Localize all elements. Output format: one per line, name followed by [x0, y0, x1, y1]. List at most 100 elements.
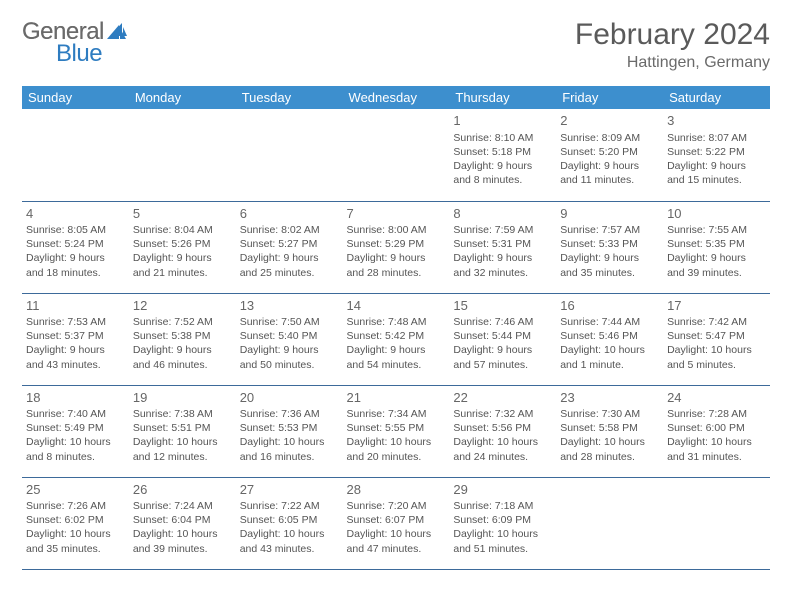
day-cell: 19Sunrise: 7:38 AMSunset: 5:51 PMDayligh… — [129, 385, 236, 477]
day-cell: 17Sunrise: 7:42 AMSunset: 5:47 PMDayligh… — [663, 293, 770, 385]
day-details: Sunrise: 7:44 AMSunset: 5:46 PMDaylight:… — [560, 315, 659, 372]
day-number: 15 — [453, 297, 552, 315]
day-of-week-row: Sunday Monday Tuesday Wednesday Thursday… — [22, 86, 770, 109]
day-number: 14 — [347, 297, 446, 315]
day-number: 26 — [133, 481, 232, 499]
day-cell: 29Sunrise: 7:18 AMSunset: 6:09 PMDayligh… — [449, 477, 556, 569]
dow-tuesday: Tuesday — [236, 86, 343, 109]
empty-day-cell — [129, 109, 236, 201]
day-details: Sunrise: 7:46 AMSunset: 5:44 PMDaylight:… — [453, 315, 552, 372]
day-cell: 7Sunrise: 8:00 AMSunset: 5:29 PMDaylight… — [343, 201, 450, 293]
day-number: 3 — [667, 112, 766, 130]
day-number: 1 — [453, 112, 552, 130]
day-details: Sunrise: 8:07 AMSunset: 5:22 PMDaylight:… — [667, 131, 766, 188]
day-cell: 2Sunrise: 8:09 AMSunset: 5:20 PMDaylight… — [556, 109, 663, 201]
empty-day-cell — [556, 477, 663, 569]
day-cell: 23Sunrise: 7:30 AMSunset: 5:58 PMDayligh… — [556, 385, 663, 477]
day-cell: 10Sunrise: 7:55 AMSunset: 5:35 PMDayligh… — [663, 201, 770, 293]
day-number: 18 — [26, 389, 125, 407]
day-number: 13 — [240, 297, 339, 315]
day-cell: 22Sunrise: 7:32 AMSunset: 5:56 PMDayligh… — [449, 385, 556, 477]
day-details: Sunrise: 7:57 AMSunset: 5:33 PMDaylight:… — [560, 223, 659, 280]
day-number: 2 — [560, 112, 659, 130]
day-details: Sunrise: 7:52 AMSunset: 5:38 PMDaylight:… — [133, 315, 232, 372]
empty-day-cell — [663, 477, 770, 569]
day-details: Sunrise: 8:02 AMSunset: 5:27 PMDaylight:… — [240, 223, 339, 280]
day-number: 28 — [347, 481, 446, 499]
day-details: Sunrise: 7:22 AMSunset: 6:05 PMDaylight:… — [240, 499, 339, 556]
day-cell: 20Sunrise: 7:36 AMSunset: 5:53 PMDayligh… — [236, 385, 343, 477]
day-number: 16 — [560, 297, 659, 315]
day-details: Sunrise: 7:24 AMSunset: 6:04 PMDaylight:… — [133, 499, 232, 556]
dow-sunday: Sunday — [22, 86, 129, 109]
day-details: Sunrise: 8:04 AMSunset: 5:26 PMDaylight:… — [133, 223, 232, 280]
day-number: 19 — [133, 389, 232, 407]
day-details: Sunrise: 7:40 AMSunset: 5:49 PMDaylight:… — [26, 407, 125, 464]
calendar-week-row: 25Sunrise: 7:26 AMSunset: 6:02 PMDayligh… — [22, 477, 770, 569]
empty-day-cell — [22, 109, 129, 201]
day-number: 17 — [667, 297, 766, 315]
day-details: Sunrise: 7:30 AMSunset: 5:58 PMDaylight:… — [560, 407, 659, 464]
day-number: 21 — [347, 389, 446, 407]
day-cell: 11Sunrise: 7:53 AMSunset: 5:37 PMDayligh… — [22, 293, 129, 385]
day-cell: 21Sunrise: 7:34 AMSunset: 5:55 PMDayligh… — [343, 385, 450, 477]
day-cell: 27Sunrise: 7:22 AMSunset: 6:05 PMDayligh… — [236, 477, 343, 569]
day-number: 9 — [560, 205, 659, 223]
month-title: February 2024 — [575, 18, 770, 52]
day-number: 24 — [667, 389, 766, 407]
day-details: Sunrise: 7:48 AMSunset: 5:42 PMDaylight:… — [347, 315, 446, 372]
logo-stacked: General Blue — [22, 18, 128, 68]
day-details: Sunrise: 7:36 AMSunset: 5:53 PMDaylight:… — [240, 407, 339, 464]
day-cell: 6Sunrise: 8:02 AMSunset: 5:27 PMDaylight… — [236, 201, 343, 293]
day-cell: 24Sunrise: 7:28 AMSunset: 6:00 PMDayligh… — [663, 385, 770, 477]
empty-day-cell — [343, 109, 450, 201]
day-details: Sunrise: 7:42 AMSunset: 5:47 PMDaylight:… — [667, 315, 766, 372]
calendar-table: Sunday Monday Tuesday Wednesday Thursday… — [22, 86, 770, 570]
day-cell: 18Sunrise: 7:40 AMSunset: 5:49 PMDayligh… — [22, 385, 129, 477]
day-number: 5 — [133, 205, 232, 223]
dow-monday: Monday — [129, 86, 236, 109]
day-cell: 16Sunrise: 7:44 AMSunset: 5:46 PMDayligh… — [556, 293, 663, 385]
day-number: 27 — [240, 481, 339, 499]
day-details: Sunrise: 8:05 AMSunset: 5:24 PMDaylight:… — [26, 223, 125, 280]
empty-day-cell — [236, 109, 343, 201]
day-number: 25 — [26, 481, 125, 499]
day-number: 29 — [453, 481, 552, 499]
day-details: Sunrise: 7:38 AMSunset: 5:51 PMDaylight:… — [133, 407, 232, 464]
calendar-week-row: 18Sunrise: 7:40 AMSunset: 5:49 PMDayligh… — [22, 385, 770, 477]
day-cell: 8Sunrise: 7:59 AMSunset: 5:31 PMDaylight… — [449, 201, 556, 293]
day-details: Sunrise: 7:26 AMSunset: 6:02 PMDaylight:… — [26, 499, 125, 556]
day-details: Sunrise: 8:09 AMSunset: 5:20 PMDaylight:… — [560, 131, 659, 188]
day-number: 23 — [560, 389, 659, 407]
day-number: 4 — [26, 205, 125, 223]
day-cell: 9Sunrise: 7:57 AMSunset: 5:33 PMDaylight… — [556, 201, 663, 293]
day-details: Sunrise: 7:32 AMSunset: 5:56 PMDaylight:… — [453, 407, 552, 464]
logo-sail-icon-2 — [106, 23, 128, 46]
day-number: 7 — [347, 205, 446, 223]
day-number: 20 — [240, 389, 339, 407]
day-cell: 15Sunrise: 7:46 AMSunset: 5:44 PMDayligh… — [449, 293, 556, 385]
dow-thursday: Thursday — [449, 86, 556, 109]
day-number: 10 — [667, 205, 766, 223]
location-text: Hattingen, Germany — [575, 54, 770, 72]
day-details: Sunrise: 7:59 AMSunset: 5:31 PMDaylight:… — [453, 223, 552, 280]
day-cell: 5Sunrise: 8:04 AMSunset: 5:26 PMDaylight… — [129, 201, 236, 293]
day-details: Sunrise: 7:55 AMSunset: 5:35 PMDaylight:… — [667, 223, 766, 280]
day-number: 8 — [453, 205, 552, 223]
day-details: Sunrise: 7:18 AMSunset: 6:09 PMDaylight:… — [453, 499, 552, 556]
day-cell: 13Sunrise: 7:50 AMSunset: 5:40 PMDayligh… — [236, 293, 343, 385]
day-cell: 1Sunrise: 8:10 AMSunset: 5:18 PMDaylight… — [449, 109, 556, 201]
day-details: Sunrise: 7:50 AMSunset: 5:40 PMDaylight:… — [240, 315, 339, 372]
dow-saturday: Saturday — [663, 86, 770, 109]
day-number: 12 — [133, 297, 232, 315]
day-cell: 26Sunrise: 7:24 AMSunset: 6:04 PMDayligh… — [129, 477, 236, 569]
day-cell: 25Sunrise: 7:26 AMSunset: 6:02 PMDayligh… — [22, 477, 129, 569]
page-header: General General Blue February 202 — [22, 18, 770, 72]
title-block: February 2024 Hattingen, Germany — [575, 18, 770, 72]
day-number: 22 — [453, 389, 552, 407]
day-cell: 14Sunrise: 7:48 AMSunset: 5:42 PMDayligh… — [343, 293, 450, 385]
day-details: Sunrise: 7:34 AMSunset: 5:55 PMDaylight:… — [347, 407, 446, 464]
day-details: Sunrise: 8:10 AMSunset: 5:18 PMDaylight:… — [453, 131, 552, 188]
day-cell: 12Sunrise: 7:52 AMSunset: 5:38 PMDayligh… — [129, 293, 236, 385]
day-cell: 3Sunrise: 8:07 AMSunset: 5:22 PMDaylight… — [663, 109, 770, 201]
